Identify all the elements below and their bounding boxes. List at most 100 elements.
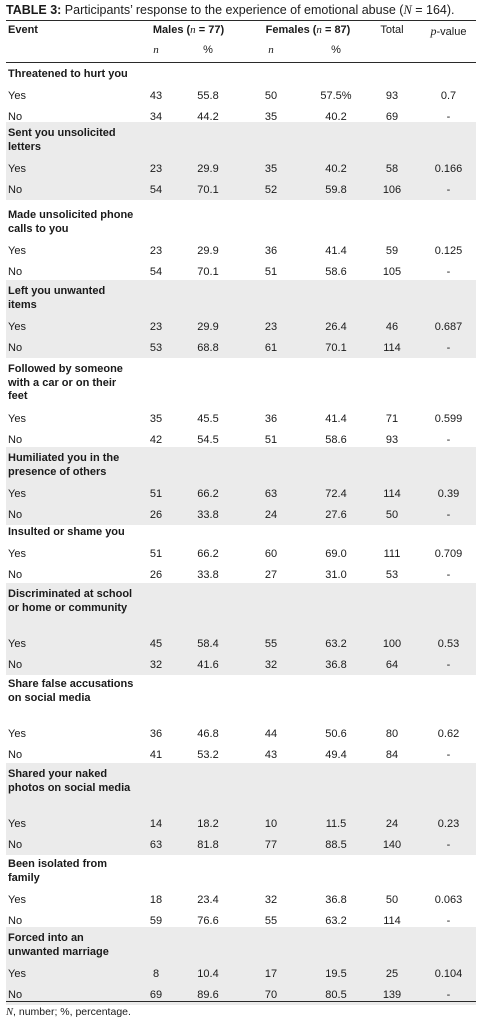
table-row-yes: Yes 18 23.4 32 36.8 50 0.063 [6,889,476,910]
yes-label: Yes [8,728,26,740]
table-row-yes: Yes 23 29.9 35 40.2 58 0.166 [6,158,476,179]
cell-female-n: 36 [264,413,278,425]
header-males: Males (n = 77) [152,24,225,36]
cell-pvalue: - [446,569,451,581]
cell-pvalue: 0.104 [434,968,463,980]
cell-total: 93 [385,90,399,102]
event-label: Followed by someone with a car or on the… [8,363,123,402]
cell-female-pct: 41.4 [325,413,347,425]
no-label: No [8,434,23,446]
cell-male-n: 36 [149,728,163,740]
cell-total: 139 [382,989,402,1001]
table-row-yes: Yes 23 29.9 23 26.4 46 0.687 [6,316,476,337]
cell-female-pct: 41.4 [325,245,347,257]
cell-male-pct: 81.8 [197,839,219,851]
table-row-no: No 32 41.6 32 36.8 64 - [6,654,476,675]
cell-female-pct: 11.5 [325,818,347,830]
cell-female-n: 43 [264,749,278,761]
cell-female-n: 17 [264,968,278,980]
cell-female-n: 77 [264,839,278,851]
header-total: Total [380,24,404,36]
header-rule [6,62,476,63]
caption-text: Participants’ response to the experience… [61,3,404,17]
cell-pvalue: 0.125 [434,245,463,257]
cell-male-pct: 10.4 [197,968,219,980]
cell-male-pct: 46.8 [197,728,219,740]
event-row: Followed by someone with a car or on the… [6,358,476,408]
cell-male-n: 51 [149,548,163,560]
cell-total: 50 [385,509,399,521]
cell-pvalue: - [446,434,451,446]
no-label: No [8,184,23,196]
yes-label: Yes [8,245,26,257]
cell-male-pct: 68.8 [197,342,219,354]
yes-label: Yes [8,488,26,500]
cell-female-pct: 19.5 [325,968,347,980]
yes-label: Yes [8,548,26,560]
no-label: No [8,989,23,1001]
cell-female-n: 63 [264,488,278,500]
table-row-yes: Yes 51 66.2 63 72.4 114 0.39 [6,483,476,504]
table-row-no: No 53 68.8 61 70.1 114 - [6,337,476,358]
cell-pvalue: 0.599 [434,413,463,425]
cell-male-n: 54 [149,266,163,278]
cell-male-n: 8 [152,968,160,980]
table-row-yes: Yes 23 29.9 36 41.4 59 0.125 [6,240,476,261]
cell-pvalue: - [446,839,451,851]
yes-label: Yes [8,638,26,650]
table-row-no: No 34 44.2 35 40.2 69 - [6,106,476,127]
event-label: Discriminated at school or home or commu… [8,588,133,614]
cell-female-pct: 70.1 [325,342,347,354]
cell-female-pct: 31.0 [325,569,347,581]
cell-female-n: 70 [264,989,278,1001]
cell-total: 71 [385,413,399,425]
cell-total: 140 [382,839,402,851]
cell-male-n: 26 [149,509,163,521]
cell-male-pct: 41.6 [197,659,219,671]
cell-female-n: 10 [264,818,278,830]
cell-female-n: 36 [264,245,278,257]
cell-pvalue: - [446,659,451,671]
cell-male-n: 59 [149,915,163,927]
table-label: TABLE 3: [6,3,62,17]
caption-n-symbol: N [403,3,412,17]
cell-male-n: 23 [149,321,163,333]
cell-male-pct: 54.5 [197,434,219,446]
subheader-female-n: n [268,44,274,56]
cell-female-pct: 36.8 [325,659,347,671]
cell-total: 25 [385,968,399,980]
cell-male-pct: 33.8 [197,509,219,521]
table-row-yes: Yes 35 45.5 36 41.4 71 0.599 [6,408,476,429]
cell-female-n: 27 [264,569,278,581]
cell-male-pct: 45.5 [197,413,219,425]
cell-female-n: 55 [264,915,278,927]
cell-total: 24 [385,818,399,830]
cell-female-n: 60 [264,548,278,560]
cell-pvalue: - [446,749,451,761]
footnote-text: , number; %, percentage. [13,1006,131,1018]
cell-female-pct: 36.8 [325,894,347,906]
cell-male-pct: 76.6 [197,915,219,927]
event-label: Shared your naked photos on social media [8,768,131,794]
event-row: Forced into an unwanted marriage [6,927,476,963]
table-row-no: No 42 54.5 51 58.6 93 - [6,429,476,450]
cell-male-pct: 23.4 [197,894,219,906]
yes-label: Yes [8,163,26,175]
table-row-yes: Yes 45 58.4 55 63.2 100 0.53 [6,633,476,654]
cell-pvalue: - [446,915,451,927]
event-row: Threatened to hurt you [6,63,476,85]
cell-male-pct: 70.1 [197,184,219,196]
cell-female-n: 50 [264,90,278,102]
event-label: Been isolated from family [8,858,108,884]
cell-female-n: 35 [264,163,278,175]
table-row-no: No 41 53.2 43 49.4 84 - [6,744,476,765]
cell-male-n: 69 [149,989,163,1001]
cell-female-pct: 72.4 [325,488,347,500]
cell-pvalue: - [446,989,451,1001]
cell-pvalue: 0.7 [440,90,457,102]
cell-pvalue: - [446,111,451,123]
no-label: No [8,342,23,354]
cell-total: 111 [383,548,401,560]
event-row: Humiliated you in the presence of others [6,447,476,483]
cell-female-pct: 26.4 [325,321,347,333]
